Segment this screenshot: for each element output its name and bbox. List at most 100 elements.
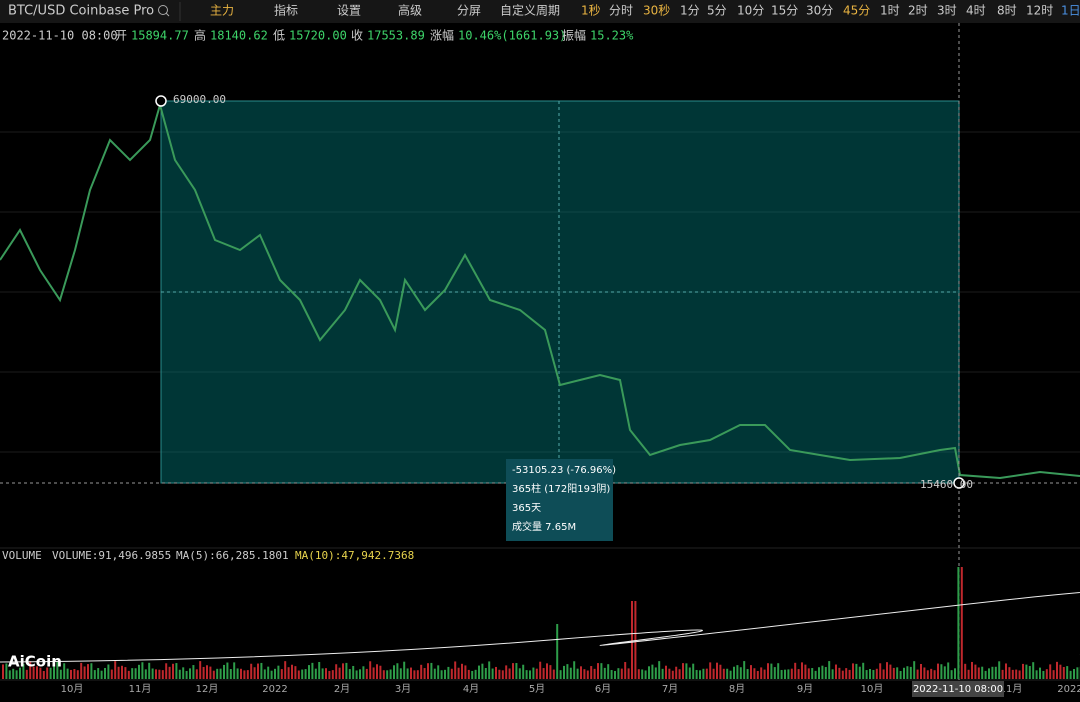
volume-bar (954, 668, 956, 679)
interval-button[interactable]: 8时 (997, 4, 1017, 18)
volume-bar (478, 666, 480, 679)
interval-button[interactable]: 30分 (806, 4, 833, 18)
volume-bar (277, 666, 279, 679)
volume-bar (699, 670, 701, 679)
interval-button[interactable]: 1秒 (581, 4, 601, 18)
interval-button[interactable]: 45分 (843, 4, 870, 18)
x-axis-label: 12月 (196, 683, 219, 695)
volume-bar (284, 661, 286, 679)
volume-bar (566, 664, 568, 679)
volume-bar (876, 669, 878, 679)
volume-bar (940, 664, 942, 679)
volume-bar (662, 669, 664, 679)
indicators-button[interactable]: 指标 (274, 3, 298, 18)
x-axis-label: 10月 (861, 683, 884, 695)
volume-bar (356, 670, 358, 679)
volume-bar (893, 668, 895, 679)
start-price: 69000.00 (173, 93, 226, 106)
volume-bar (186, 671, 188, 679)
volume-bar (896, 667, 898, 679)
volume-bar (114, 661, 116, 679)
volume-bar (488, 661, 490, 679)
interval-button[interactable]: 1分 (680, 4, 700, 18)
volume-bar (838, 668, 840, 679)
volume-bar (1073, 669, 1075, 679)
measure-start[interactable] (156, 96, 166, 106)
volume-bar (1046, 669, 1048, 679)
volume-bar (743, 661, 745, 679)
volume-bar (104, 668, 106, 679)
volume-bar (709, 662, 711, 679)
volume-bar (716, 663, 718, 679)
volume-bar (271, 671, 273, 679)
volume-bar (543, 668, 545, 679)
volume-bar (213, 671, 215, 679)
volume-bar (101, 671, 103, 679)
interval-button[interactable]: 2时 (908, 4, 928, 18)
volume-bar (549, 665, 551, 679)
volume-bar (390, 669, 392, 679)
volume-bar (203, 667, 205, 679)
volume-bar (94, 670, 96, 679)
volume-bar (118, 667, 120, 679)
volume-bar (672, 671, 674, 679)
volume-bar (247, 670, 249, 679)
volume-bar (376, 664, 378, 679)
volume-bar (220, 669, 222, 679)
volume-bar (311, 663, 313, 679)
volume-bar (447, 667, 449, 679)
volume-bar (413, 670, 415, 679)
volume-bar (835, 665, 837, 679)
volume-bar (352, 666, 354, 679)
volume-bar (67, 669, 69, 679)
volume-bar (706, 669, 708, 679)
volume-bar (682, 663, 684, 679)
custom-period[interactable]: 自定义周期 (500, 3, 560, 18)
volume-bar (883, 669, 885, 679)
volume-bar (1059, 665, 1061, 679)
volume-bar (689, 667, 691, 679)
main-button[interactable]: 主力 (210, 4, 234, 18)
volume-bar (393, 665, 395, 679)
volume-bar (417, 670, 419, 679)
interval-button[interactable]: 1日 (1061, 4, 1080, 18)
volume-bar (553, 670, 555, 679)
volume-bar (617, 668, 619, 679)
volume-bar (546, 663, 548, 679)
interval-button[interactable]: 4时 (966, 4, 986, 18)
tooltip-volume: 成交量 7.65M (512, 520, 576, 533)
volume-bar (665, 666, 667, 679)
volume-bar (63, 663, 65, 679)
interval-button[interactable]: 30秒 (643, 4, 670, 18)
volume-bar (339, 668, 341, 679)
interval-button[interactable]: 10分 (737, 4, 764, 18)
volume-bar (260, 663, 262, 679)
crosshair-time: 2022-11-10 08:00 (913, 684, 1003, 695)
interval-button[interactable]: 分时 (609, 4, 633, 18)
interval-button[interactable]: 5分 (707, 4, 727, 18)
split-button[interactable]: 分屏 (457, 4, 481, 18)
volume-bar (298, 670, 300, 679)
volume-bar (1076, 667, 1078, 679)
interval-button[interactable]: 1时 (880, 4, 900, 18)
volume-bar (730, 671, 732, 679)
volume-bar (577, 669, 579, 679)
volume-bar (199, 661, 201, 679)
settings-button[interactable]: 设置 (337, 4, 361, 18)
advanced-button[interactable]: 高级 (398, 3, 422, 18)
volume-bar (464, 665, 466, 679)
volume-bar (978, 667, 980, 679)
volume-bar (532, 668, 534, 679)
interval-button[interactable]: 3时 (937, 4, 957, 18)
volume-bar (985, 671, 987, 679)
x-axis-label: 2022 (262, 684, 287, 695)
volume-bar (77, 670, 79, 679)
info-close-label: 收 (351, 29, 363, 43)
interval-button[interactable]: 15分 (771, 4, 798, 18)
volume-bar (597, 663, 599, 679)
volume-bar (441, 670, 443, 679)
symbol[interactable]: BTC/USD Coinbase Pro (8, 4, 154, 19)
volume-bar (641, 669, 643, 679)
volume-bar (808, 668, 810, 679)
interval-button[interactable]: 12时 (1026, 4, 1053, 18)
